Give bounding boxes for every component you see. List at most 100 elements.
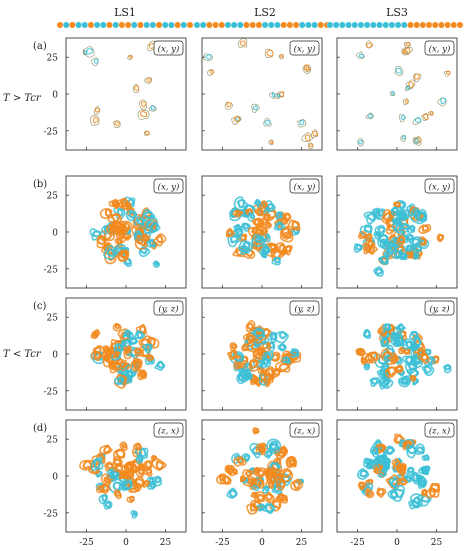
sequence-bead (186, 21, 194, 29)
contour-line (138, 245, 151, 258)
sequence-bead (99, 21, 107, 29)
contour-line (253, 377, 260, 384)
y-tick-label: 25 (47, 192, 59, 202)
contour-line (119, 250, 128, 260)
contour-line (290, 478, 304, 492)
contour-line (243, 454, 250, 462)
contour-line (252, 491, 258, 498)
sequence-bead (124, 21, 132, 29)
contour-line (376, 444, 385, 453)
x-tick-label: -25 (79, 538, 94, 548)
contour-line (374, 224, 386, 237)
plane-label: (y, z) (158, 304, 178, 315)
contour-line (401, 135, 406, 140)
contour-line (422, 113, 429, 120)
contour-line (406, 445, 417, 455)
x-axis-ticks: -25 0 25 -25 0 25 -25 0 25 (79, 538, 442, 548)
contour-line (147, 354, 154, 361)
contour-line (230, 343, 238, 350)
contour-line (366, 42, 373, 49)
contour-line (375, 268, 383, 276)
contour-line (399, 477, 407, 486)
contour-line (414, 116, 422, 123)
contour-line (248, 359, 259, 372)
contour-line (261, 227, 269, 234)
contour-panel: (x, y) (336, 37, 458, 151)
contour-line (412, 336, 422, 347)
y-tick-label: 25 (47, 54, 59, 64)
contour-line (277, 480, 286, 488)
contour-line (114, 490, 122, 497)
contour-line (253, 218, 263, 227)
contour-line (143, 480, 151, 486)
contour-line (417, 352, 430, 364)
plane-label-box (424, 300, 455, 316)
contour-line (397, 236, 406, 244)
y-tick-label: -25 (44, 387, 59, 397)
contour-line (412, 378, 419, 385)
x-tick-label: 0 (394, 538, 400, 548)
contour-line (263, 485, 269, 492)
sequence-bead (218, 21, 226, 29)
x-tick-label: 25 (160, 538, 172, 548)
contour-line (113, 374, 127, 389)
sequence-bead (199, 21, 207, 29)
contour-line (249, 503, 258, 512)
plane-label-box (289, 40, 320, 56)
contour-line (136, 454, 144, 463)
contour-line (226, 229, 233, 237)
contour-line (303, 64, 310, 71)
sequence-bead (130, 21, 138, 29)
contour-line (266, 49, 274, 57)
row-label: (a) (33, 41, 47, 52)
contour-panel: (y, z) (336, 297, 458, 411)
sequence-bead (419, 21, 427, 29)
contour-line (112, 243, 126, 257)
contour-line (132, 510, 138, 517)
sequence-bead (180, 21, 188, 29)
contour-line (365, 112, 374, 120)
contour-line (415, 446, 425, 454)
sequence-bead (280, 21, 288, 29)
contour-line (126, 204, 133, 211)
sequence-bead (456, 21, 464, 29)
sequence-bead (274, 21, 281, 29)
y-tick-label: -25 (44, 509, 59, 519)
sequence-bead (376, 21, 383, 29)
contour-line (260, 370, 274, 384)
contour-set (90, 322, 166, 389)
y-tick-label: -25 (44, 127, 59, 137)
contour-line (136, 467, 146, 477)
contour-line (247, 334, 255, 342)
contour-line (291, 220, 300, 230)
contour-line (391, 355, 398, 362)
contour-line (404, 47, 411, 54)
contour-line (93, 58, 99, 64)
label-below-critical: T < Tcr (3, 349, 42, 360)
contour-line (271, 92, 276, 98)
contour-line (279, 54, 284, 58)
plane-label-box (424, 178, 455, 194)
contour-panel: (y, z) (201, 297, 323, 411)
contour-line (458, 486, 466, 492)
contour-line (103, 345, 110, 352)
contour-line (444, 364, 452, 371)
sequence-bead (369, 21, 377, 29)
contour-line (240, 246, 248, 253)
sequence-beads-ls3 (326, 21, 464, 29)
contour-line (414, 252, 420, 259)
plane-label-box (289, 422, 320, 438)
contour-line (242, 222, 250, 230)
contour-line (402, 98, 409, 106)
y-tick-label: 25 (47, 314, 59, 324)
plane-label: (x, y) (294, 44, 316, 55)
contour-line (359, 224, 373, 237)
sequence-bead (407, 21, 414, 29)
contour-line (82, 46, 95, 58)
contour-line (150, 104, 156, 111)
contour-set (79, 441, 167, 519)
plane-label: (x, y) (429, 44, 451, 55)
sequence-bead (249, 21, 257, 29)
contour-line (412, 117, 421, 126)
contour-line (301, 132, 313, 142)
